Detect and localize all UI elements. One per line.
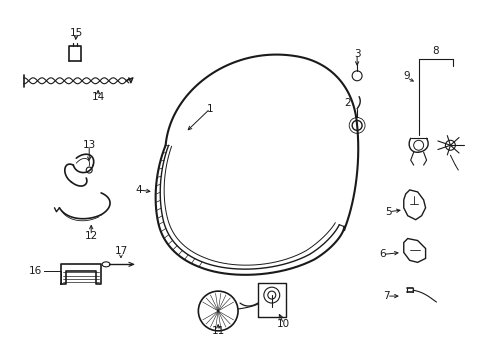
Text: 17: 17 — [114, 247, 127, 256]
Text: 5: 5 — [385, 207, 391, 217]
Text: 12: 12 — [84, 230, 98, 240]
Text: 16: 16 — [28, 266, 41, 276]
Text: 7: 7 — [383, 291, 389, 301]
Text: 1: 1 — [206, 104, 213, 113]
Text: 13: 13 — [82, 140, 96, 150]
Text: 14: 14 — [91, 92, 104, 102]
Text: 15: 15 — [70, 28, 83, 38]
Text: 3: 3 — [353, 49, 360, 59]
Text: 8: 8 — [431, 46, 438, 56]
Text: 4: 4 — [135, 185, 142, 195]
Text: 11: 11 — [211, 326, 224, 336]
Text: 9: 9 — [403, 71, 409, 81]
Text: 2: 2 — [343, 98, 350, 108]
Text: 6: 6 — [379, 249, 386, 260]
Text: 10: 10 — [277, 319, 290, 329]
